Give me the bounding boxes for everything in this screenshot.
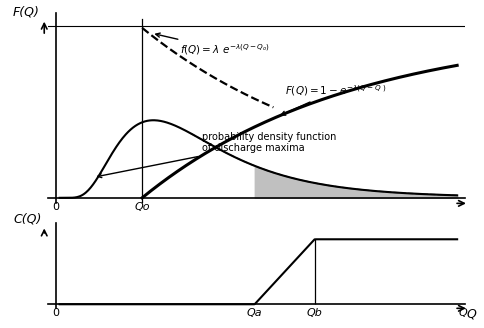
Text: Q: Q <box>459 308 468 318</box>
Text: Qo: Qo <box>135 202 150 213</box>
Text: F(Q): F(Q) <box>13 6 40 19</box>
Text: $F(Q)=1-e^{-\lambda(Q-Q\ )}$: $F(Q)=1-e^{-\lambda(Q-Q\ )}$ <box>281 83 386 115</box>
Text: C(Q): C(Q) <box>13 213 42 226</box>
Text: Q: Q <box>467 308 476 320</box>
Text: $f(Q)=\lambda\ e^{-\lambda(Q-Q_o)}$: $f(Q)=\lambda\ e^{-\lambda(Q-Q_o)}$ <box>156 33 270 57</box>
Text: 0: 0 <box>52 308 60 318</box>
Text: Qa: Qa <box>247 308 262 318</box>
Text: Qb: Qb <box>307 308 322 318</box>
Text: 0: 0 <box>52 202 60 213</box>
Text: probability density function
of discharge maxima: probability density function of discharg… <box>98 132 336 177</box>
